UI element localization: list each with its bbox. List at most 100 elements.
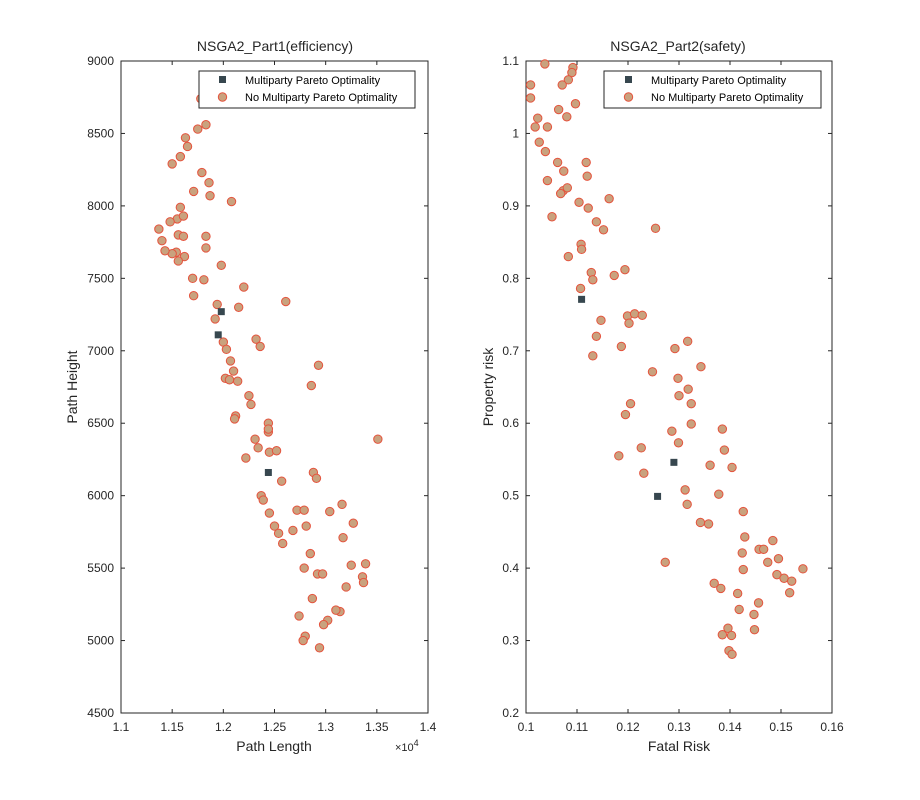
chart-title: NSGA2_Part2(safety) (610, 38, 745, 54)
data-point-no-pareto (173, 256, 184, 266)
data-point-no-pareto (313, 360, 324, 370)
data-point-no-pareto (373, 434, 383, 444)
data-point-no-pareto (629, 309, 640, 319)
data-point-no-pareto (562, 183, 573, 193)
data-point-no-pareto (337, 499, 347, 510)
data-point-no-pareto (650, 223, 661, 234)
data-point-no-pareto (696, 362, 706, 372)
data-point-no-pareto (574, 197, 584, 207)
data-point-no-pareto (542, 122, 553, 132)
data-point-no-pareto (738, 506, 748, 517)
axis-ticks: 1.1 1.15 1.2 1.25 1.3 1.35 1.4 4500 5000 5500 6000… (87, 54, 436, 734)
data-point-no-pareto (201, 243, 211, 253)
data-point-no-pareto (719, 445, 730, 455)
x-axis-label: Fatal Risk (648, 738, 711, 754)
data-point-no-pareto (299, 505, 309, 515)
data-point-no-pareto (204, 178, 214, 188)
data-point-no-pareto (197, 167, 207, 178)
x-tick-label: 1.1 (113, 720, 130, 734)
data-point-pareto (654, 492, 662, 500)
legend-label: No Multiparty Pareto Optimality (651, 92, 804, 104)
data-point-pareto (217, 308, 225, 316)
data-point-no-pareto (562, 112, 572, 122)
x-tick-label: 1.2 (215, 720, 232, 734)
legend: Multiparty Pareto Optimality No Multipar… (603, 70, 822, 109)
data-point-no-pareto (258, 495, 268, 505)
data-point-no-pareto (246, 399, 256, 410)
data-point-no-pareto (187, 273, 198, 284)
y-tick-label: 0.4 (502, 561, 519, 575)
legend-box (603, 70, 822, 109)
data-point-no-pareto (583, 203, 593, 213)
y-tick-label: 0.3 (502, 634, 519, 648)
data-point-no-pareto (210, 314, 220, 324)
data-point-no-pareto (540, 59, 550, 69)
data-point-no-pareto (307, 593, 318, 604)
data-point-no-pareto (686, 419, 696, 429)
data-point-no-pareto (294, 611, 304, 621)
data-point-no-pareto (575, 283, 586, 294)
data-point-no-pareto (358, 577, 369, 588)
x-tick-label: 0.14 (718, 720, 742, 734)
data-point-no-pareto (709, 578, 719, 589)
data-point-no-pareto (525, 80, 536, 90)
data-point-no-pareto (232, 376, 243, 386)
x-tick-label: 0.15 (769, 720, 793, 734)
data-point-no-pareto (157, 235, 167, 246)
data-point-no-pareto (154, 224, 164, 234)
data-point-no-pareto (581, 157, 591, 168)
y-tick-label: 0.6 (502, 416, 519, 430)
data-point-no-pareto (758, 544, 769, 554)
legend-label: Multiparty Pareto Optimality (245, 75, 381, 87)
data-point-no-pareto (534, 137, 544, 147)
axis-ticks: 0.1 0.11 0.12 0.13 0.14 0.15 0.16 0.2 0.3 0.4 0.5 0… (502, 54, 844, 734)
data-point-no-pareto (768, 535, 778, 546)
data-point-no-pareto (241, 453, 251, 463)
data-point-no-pareto (530, 122, 540, 132)
data-point-no-pareto (540, 146, 551, 157)
data-point-no-pareto (714, 489, 724, 499)
data-point-no-pareto (674, 390, 684, 401)
data-point-no-pareto (753, 598, 764, 608)
data-point-no-pareto (582, 171, 592, 181)
data-point-no-pareto (727, 649, 737, 660)
data-point-no-pareto (609, 270, 619, 281)
data-point-no-pareto (639, 468, 649, 478)
x-tick-label: 1.4 (420, 720, 437, 734)
y-tick-label: 8000 (87, 199, 114, 213)
y-tick-label: 0.2 (502, 706, 519, 720)
data-point-no-pareto (547, 212, 557, 222)
data-point-no-pareto (178, 231, 189, 242)
legend-marker-circle (217, 92, 228, 102)
data-point-no-pareto (557, 80, 567, 90)
data-point-no-pareto (167, 159, 177, 169)
data-point-no-pareto (588, 275, 598, 285)
data-point-no-pareto (165, 217, 175, 227)
data-point-no-pareto (271, 446, 282, 456)
y-tick-label: 0.5 (502, 489, 519, 503)
data-point-no-pareto (175, 202, 186, 213)
data-point-no-pareto (637, 310, 647, 320)
data-point-no-pareto (338, 532, 348, 543)
data-point-no-pareto (559, 166, 569, 176)
data-point-no-pareto (563, 75, 574, 85)
x-tick-label: 1.15 (160, 720, 184, 734)
data-point-no-pareto (212, 299, 222, 310)
data-point-no-pareto (201, 231, 211, 242)
data-point-no-pareto (360, 559, 371, 569)
data-point-no-pareto (784, 588, 795, 598)
data-point-no-pareto (686, 398, 696, 409)
x-tick-label: 1.25 (263, 720, 287, 734)
data-point-no-pareto (225, 356, 236, 366)
data-point-no-pareto (317, 569, 328, 579)
data-point-pareto (214, 331, 222, 339)
data-point-no-pareto (680, 485, 690, 495)
data-point-no-pareto (188, 291, 199, 301)
legend-marker-circle (623, 92, 634, 102)
data-point-no-pareto (673, 373, 683, 384)
data-point-no-pareto (221, 344, 232, 355)
data-point-no-pareto (749, 609, 759, 620)
data-point-no-pareto (201, 120, 211, 130)
data-point-no-pareto (647, 367, 658, 377)
legend-label: No Multiparty Pareto Optimality (245, 92, 398, 104)
